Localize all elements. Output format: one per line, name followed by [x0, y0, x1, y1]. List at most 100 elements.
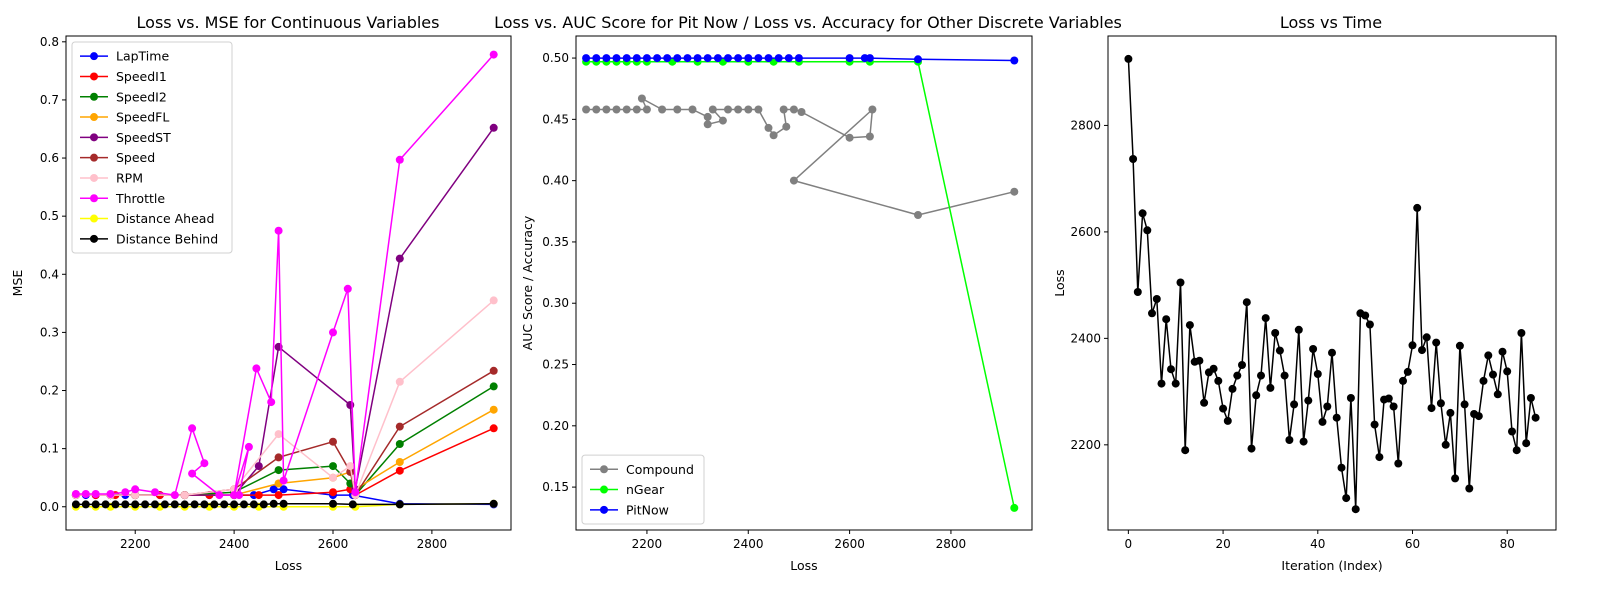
auc-series-pitnow [582, 54, 1019, 65]
auc-compound-point [797, 108, 806, 116]
auc-compound-point [622, 105, 631, 114]
loss-time-loss-point [1389, 402, 1398, 411]
auc-pitnow-point [612, 54, 621, 63]
mse-speedfl-point [489, 405, 498, 414]
mse-throttle-point [170, 491, 179, 500]
auc-xtick-label: 2600 [834, 537, 865, 551]
mse-distance-behind-point [200, 500, 209, 509]
loss-time-loss-point [1271, 329, 1280, 337]
loss-time-loss-point [1200, 398, 1209, 407]
auc-ytick-label: 0.30 [542, 296, 569, 310]
loss-time-loss-point [1138, 209, 1147, 218]
mse-legend-label: Speed [116, 150, 155, 165]
auc-axes-frame [575, 35, 1033, 531]
loss-time-loss-point [1313, 370, 1322, 378]
auc-xtick-label: 2200 [632, 537, 663, 551]
auc-compound-point [868, 105, 877, 114]
auc-panel-ylabel: AUC Score / Accuracy [520, 215, 535, 350]
loss-time-loss-point [1228, 384, 1237, 393]
auc-compound-line [586, 97, 1015, 216]
auc-pitnow-point [592, 54, 601, 63]
auc-compound-point [602, 105, 611, 114]
auc-compound-point [724, 105, 732, 114]
loss-time-loss-point [1214, 376, 1223, 385]
auc-compound-point [754, 105, 763, 114]
auc-legend-swatch-marker [600, 465, 608, 474]
mse-legend-entry: Distance Ahead [80, 211, 214, 226]
mse-distance-behind-point [259, 500, 268, 509]
mse-throttle-point [215, 491, 224, 500]
auc-compound-point [845, 133, 854, 142]
mse-distance-behind-point [170, 500, 179, 509]
auc-pitnow-point [663, 54, 672, 63]
loss-time-loss-point [1261, 314, 1270, 323]
loss-time-panel-ylabel: Loss [1052, 269, 1067, 296]
loss-time-loss-point [1408, 341, 1417, 350]
loss-time-loss-point [1181, 446, 1190, 455]
mse-legend-label: SpeedI1 [116, 69, 167, 84]
loss-time-loss-point [1209, 364, 1218, 373]
auc-compound-point [612, 105, 621, 114]
mse-distance-behind-point [190, 500, 199, 509]
mse-throttle-point [121, 488, 130, 497]
loss-time-loss-point [1493, 390, 1502, 399]
loss-time-loss-point [1460, 400, 1469, 409]
loss-time-loss-point [1223, 416, 1232, 425]
loss-time-loss-point [1304, 396, 1313, 405]
mse-legend-label: Throttle [115, 191, 165, 206]
auc-ytick-label: 0.45 [542, 112, 569, 126]
mse-speedi2-point [489, 382, 498, 391]
loss-time-xtick-label: 80 [1500, 537, 1515, 551]
auc-compound-point [673, 105, 682, 114]
mse-speedi1-point [489, 424, 498, 433]
mse-distance-behind-point [160, 500, 169, 509]
mse-distance-behind-point [180, 500, 189, 509]
auc-compound-point [637, 94, 646, 103]
mse-rpm-point [180, 491, 189, 500]
mse-legend-swatch-marker [90, 92, 98, 101]
mse-distance-behind-point [101, 500, 110, 509]
mse-series-rpm [71, 296, 498, 500]
mse-legend-swatch-marker [90, 72, 98, 81]
mse-distance-behind-point [220, 500, 229, 509]
mse-distance-behind-point [71, 500, 80, 509]
mse-rpm-point [489, 296, 498, 305]
mse-series-throttle [71, 50, 498, 500]
loss-time-loss-point [1403, 367, 1412, 376]
mse-legend-swatch-marker [90, 234, 98, 243]
auc-series-ngear [582, 57, 1019, 512]
loss-time-xtick-label: 20 [1215, 537, 1230, 551]
loss-time-ytick-label: 2600 [1070, 225, 1101, 239]
loss-time-xtick-label: 40 [1310, 537, 1325, 551]
loss-time-loss-point [1290, 400, 1299, 409]
mse-legend-box [71, 41, 233, 254]
mse-distance-behind-point [210, 500, 219, 509]
mse-speedi1-point [254, 491, 263, 500]
loss-time-loss-point [1148, 309, 1156, 318]
mse-legend-entry: Throttle [80, 191, 165, 206]
auc-pitnow-point [845, 54, 854, 63]
mse-legend-swatch-marker [90, 133, 98, 142]
auc-pitnow-point [754, 54, 763, 63]
auc-pitnow-point [683, 54, 692, 63]
mse-speedi2-point [395, 440, 404, 448]
auc-compound-point [582, 105, 591, 114]
mse-throttle-point [351, 488, 360, 497]
mse-speedst-point [254, 462, 263, 471]
mse-throttle-point [106, 490, 115, 498]
mse-panel-legend: LapTime SpeedI1 SpeedI2 SpeedFL SpeedST Speed… [71, 41, 233, 254]
auc-compound-point [914, 211, 922, 219]
loss-time-loss-point [1195, 356, 1204, 365]
auc-ytick-label: 0.20 [542, 419, 569, 433]
loss-time-loss-point [1294, 325, 1303, 334]
loss-time-loss-line [1127, 58, 1537, 510]
loss-time-loss-point [1266, 383, 1275, 392]
mse-throttle-point [252, 364, 261, 373]
loss-time-loss-point [1252, 391, 1261, 400]
loss-time-loss-point [1441, 440, 1450, 449]
loss-time-loss-point [1323, 402, 1332, 411]
loss-time-loss-point [1176, 278, 1185, 287]
loss-time-loss-point [1129, 155, 1138, 163]
mse-speedfl-point [395, 458, 404, 466]
mse-speed-point [395, 422, 404, 431]
